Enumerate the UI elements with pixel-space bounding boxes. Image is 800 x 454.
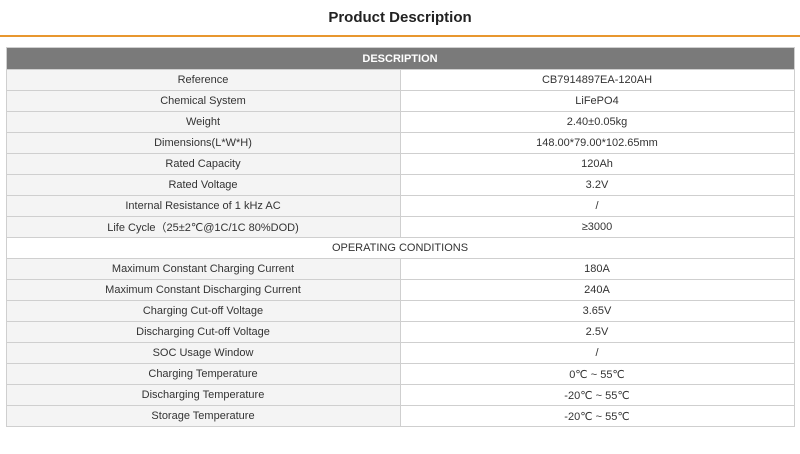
table-row: Weight 2.40±0.05kg bbox=[5, 111, 795, 133]
spec-value: 180A bbox=[399, 258, 795, 280]
table-row: Maximum Constant Discharging Current 240… bbox=[5, 279, 795, 301]
spec-value: 3.2V bbox=[399, 174, 795, 196]
section-heading-description: DESCRIPTION bbox=[5, 47, 795, 70]
table-row: Dimensions(L*W*H) 148.00*79.00*102.65mm bbox=[5, 132, 795, 154]
table-row: Discharging Temperature -20℃ ~ 55℃ bbox=[5, 384, 795, 406]
spec-value: 148.00*79.00*102.65mm bbox=[399, 132, 795, 154]
table-row: Charging Temperature 0℃ ~ 55℃ bbox=[5, 363, 795, 385]
spacer bbox=[0, 37, 800, 47]
spec-label: Internal Resistance of 1 kHz AC bbox=[5, 195, 401, 217]
spec-table: DESCRIPTION Reference CB7914897EA-120AH … bbox=[5, 47, 795, 427]
page-header: Product Description bbox=[0, 0, 800, 37]
spec-label: Discharging Temperature bbox=[5, 384, 401, 406]
spec-label: Maximum Constant Discharging Current bbox=[5, 279, 401, 301]
spec-value: CB7914897EA-120AH bbox=[399, 69, 795, 91]
spec-value: -20℃ ~ 55℃ bbox=[399, 384, 795, 406]
spec-label: Chemical System bbox=[5, 90, 401, 112]
spec-label: Life Cycle（25±2℃@1C/1C 80%DOD) bbox=[5, 216, 401, 238]
spec-value: 240A bbox=[399, 279, 795, 301]
spec-label: Dimensions(L*W*H) bbox=[5, 132, 401, 154]
spec-value: 2.5V bbox=[399, 321, 795, 343]
spec-value: 120Ah bbox=[399, 153, 795, 175]
spec-value: LiFePO4 bbox=[399, 90, 795, 112]
table-row: Discharging Cut-off Voltage 2.5V bbox=[5, 321, 795, 343]
spec-value: 3.65V bbox=[399, 300, 795, 322]
table-row: Internal Resistance of 1 kHz AC / bbox=[5, 195, 795, 217]
spec-value: / bbox=[399, 195, 795, 217]
spec-label: Storage Temperature bbox=[5, 405, 401, 427]
page-title: Product Description bbox=[328, 9, 472, 26]
spec-value: ≥3000 bbox=[399, 216, 795, 238]
spec-value: 0℃ ~ 55℃ bbox=[399, 363, 795, 385]
spec-label: Charging Cut-off Voltage bbox=[5, 300, 401, 322]
table-row: Reference CB7914897EA-120AH bbox=[5, 69, 795, 91]
section-header-row: OPERATING CONDITIONS bbox=[5, 237, 795, 259]
spec-label: Maximum Constant Charging Current bbox=[5, 258, 401, 280]
table-row: Life Cycle（25±2℃@1C/1C 80%DOD) ≥3000 bbox=[5, 216, 795, 238]
spec-label: Weight bbox=[5, 111, 401, 133]
spec-value: / bbox=[399, 342, 795, 364]
spec-label: Reference bbox=[5, 69, 401, 91]
table-row: SOC Usage Window / bbox=[5, 342, 795, 364]
table-row: Rated Capacity 120Ah bbox=[5, 153, 795, 175]
spec-label: Rated Capacity bbox=[5, 153, 401, 175]
spec-value: 2.40±0.05kg bbox=[399, 111, 795, 133]
spec-label: Discharging Cut-off Voltage bbox=[5, 321, 401, 343]
table-row: Rated Voltage 3.2V bbox=[5, 174, 795, 196]
spec-value: -20℃ ~ 55℃ bbox=[399, 405, 795, 427]
section-header-row: DESCRIPTION bbox=[5, 47, 795, 70]
spec-label: SOC Usage Window bbox=[5, 342, 401, 364]
table-row: Maximum Constant Charging Current 180A bbox=[5, 258, 795, 280]
table-row: Chemical System LiFePO4 bbox=[5, 90, 795, 112]
section-heading-operating: OPERATING CONDITIONS bbox=[5, 237, 795, 259]
spec-label: Rated Voltage bbox=[5, 174, 401, 196]
table-row: Charging Cut-off Voltage 3.65V bbox=[5, 300, 795, 322]
table-row: Storage Temperature -20℃ ~ 55℃ bbox=[5, 405, 795, 427]
spec-label: Charging Temperature bbox=[5, 363, 401, 385]
